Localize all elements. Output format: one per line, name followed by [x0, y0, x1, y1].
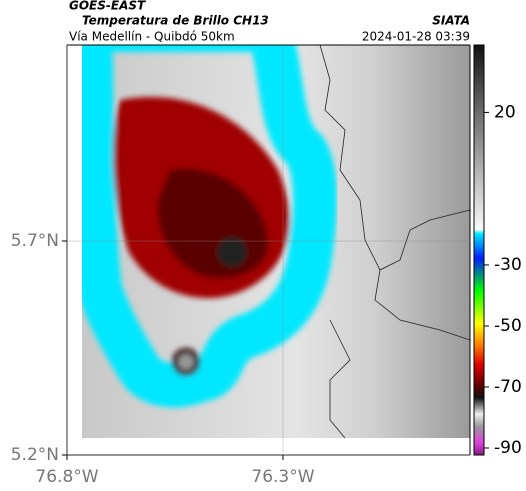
colorbar-tick-label: -70: [494, 377, 522, 397]
colorbar-tick-label: -50: [494, 316, 522, 336]
satellite-image: [82, 45, 470, 438]
colorbar-tick-label: -30: [494, 255, 522, 275]
colorbar-tick-label: 20: [494, 102, 516, 122]
storm: [82, 45, 315, 385]
colorbar-tick-label: -90: [494, 438, 522, 458]
colorbar: [473, 44, 485, 456]
organization: SIATA: [432, 14, 470, 28]
x-tick-label: 76.3°W: [251, 467, 314, 487]
y-tick-label: 5.7°N: [11, 231, 59, 251]
y-tick-label: 5.2°N: [11, 445, 59, 465]
cell-center: [178, 354, 194, 370]
core-black: [217, 237, 247, 267]
datetime: 2024-01-28 03:39: [362, 30, 470, 44]
x-tick-label: 76.8°W: [35, 467, 98, 487]
region: Vía Medellín - Quibdó 50km: [69, 30, 235, 44]
source: GOES-EAST: [69, 0, 146, 13]
borders: [319, 45, 470, 438]
product: Temperatura de Brillo CH13: [82, 14, 269, 28]
